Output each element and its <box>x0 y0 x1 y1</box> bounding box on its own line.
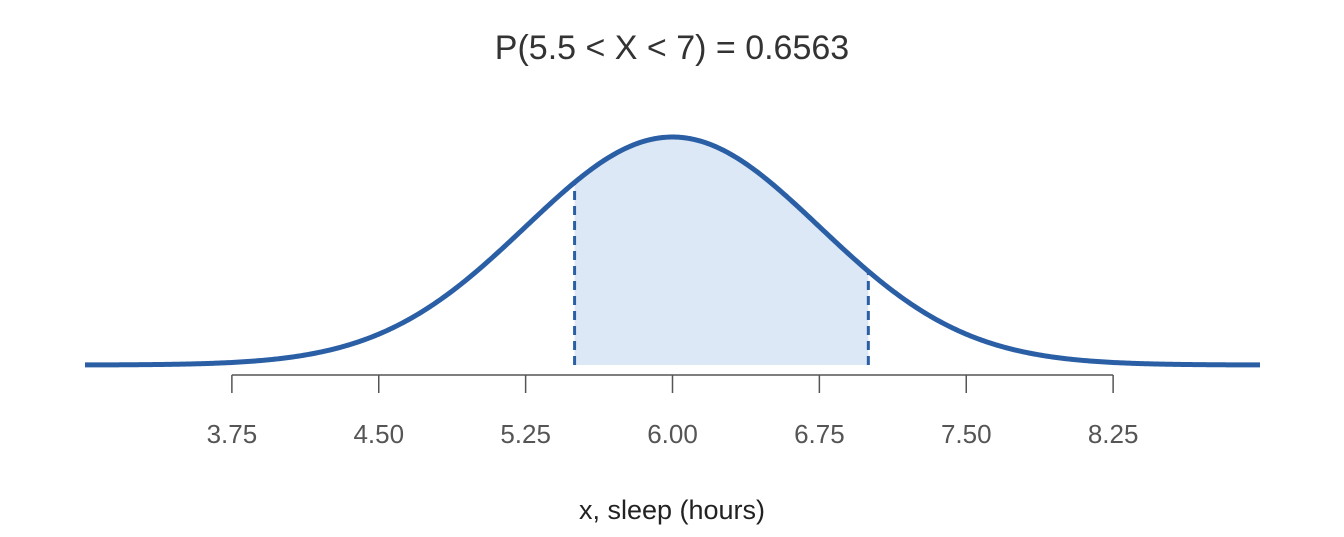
x-tick-label: 7.50 <box>941 419 992 449</box>
x-tick-label: 3.75 <box>207 419 258 449</box>
chart-title: P(5.5 < X < 7) = 0.6563 <box>495 29 849 67</box>
density-curve <box>84 134 1261 368</box>
x-tick-label: 8.25 <box>1088 419 1139 449</box>
x-tick-label: 6.75 <box>794 419 845 449</box>
x-tick-label: 4.50 <box>353 419 404 449</box>
x-axis-label: x, sleep (hours) <box>579 495 765 525</box>
x-tick-label: 6.00 <box>647 419 698 449</box>
shaded-area <box>574 137 869 365</box>
x-tick-label: 5.25 <box>500 419 551 449</box>
